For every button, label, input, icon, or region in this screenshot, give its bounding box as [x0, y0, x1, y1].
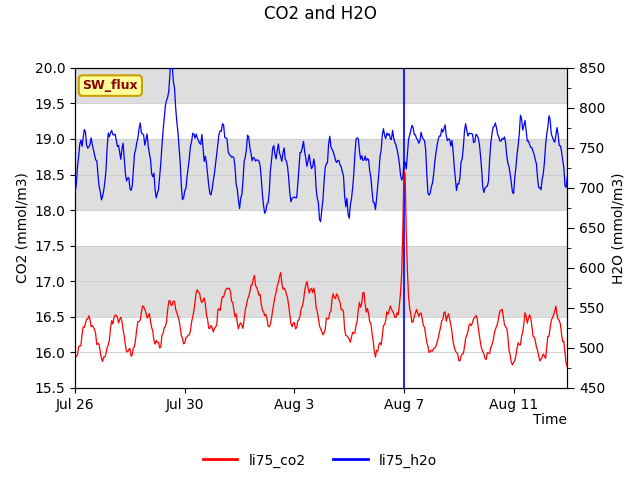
- Y-axis label: H2O (mmol/m3): H2O (mmol/m3): [611, 172, 625, 284]
- Text: Time: Time: [533, 413, 567, 427]
- Bar: [75, 246, 567, 317]
- Text: SW_flux: SW_flux: [83, 79, 138, 92]
- Legend: li75_co2, li75_h2o: li75_co2, li75_h2o: [197, 448, 443, 473]
- Y-axis label: CO2 (mmol/m3): CO2 (mmol/m3): [15, 172, 29, 283]
- Bar: [75, 68, 567, 104]
- Bar: [75, 139, 567, 210]
- Text: CO2 and H2O: CO2 and H2O: [264, 5, 376, 23]
